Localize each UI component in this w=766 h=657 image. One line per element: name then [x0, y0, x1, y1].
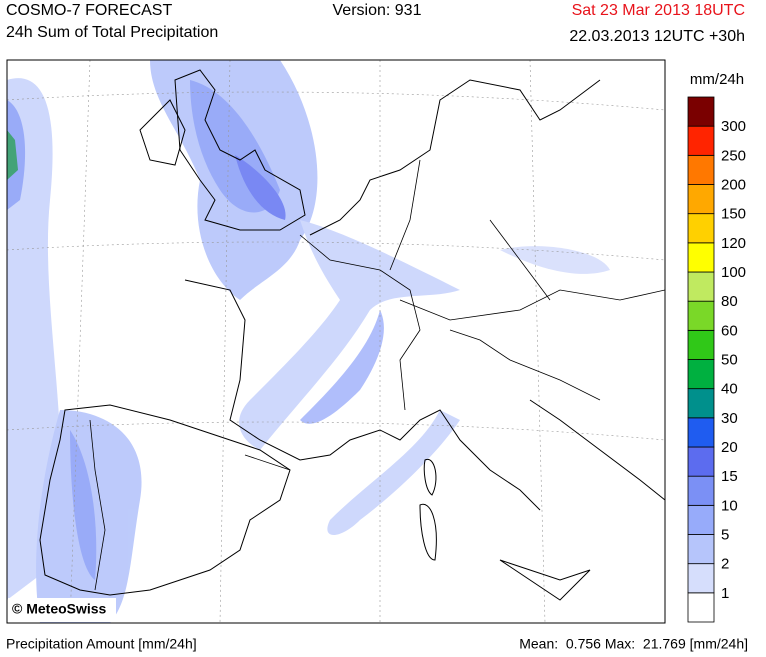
coastlines	[39, 69, 665, 601]
legend-swatch	[687, 96, 715, 127]
legend-swatch	[687, 242, 715, 273]
legend-label: 5	[721, 526, 729, 543]
subtitle: 24h Sum of Total Precipitation	[6, 24, 218, 41]
borders	[89, 159, 665, 591]
footer-stats: Mean: 0.756 Max: 21.769 [mm/24h]	[519, 636, 748, 652]
legend-swatch	[687, 534, 715, 565]
legend-swatch	[687, 504, 715, 535]
legend-label: 120	[721, 235, 746, 252]
legend-label: 10	[721, 497, 738, 514]
legend-swatch	[687, 329, 715, 360]
legend-label: 200	[721, 176, 746, 193]
legend-label: 60	[721, 322, 738, 339]
legend-label: 100	[721, 264, 746, 281]
legend-swatch	[687, 125, 715, 156]
legend-swatch	[687, 592, 715, 623]
version: Version: 931	[333, 2, 422, 19]
map: © MeteoSwiss	[6, 59, 666, 624]
legend-label: 30	[721, 410, 738, 427]
legend-label: 300	[721, 118, 746, 135]
title: COSMO-7 FORECAST	[6, 2, 172, 19]
valid-time: Sat 23 Mar 2013 18UTC	[572, 2, 745, 19]
footer-left: Precipitation Amount [mm/24h]	[6, 636, 197, 652]
graticule	[7, 60, 665, 623]
legend-swatch	[687, 359, 715, 390]
legend: mm/24h 1 2 5 10 15 20 30 40 50 60 80 100 120 150 200 25…	[687, 71, 746, 623]
legend-label: 40	[721, 381, 738, 398]
legend-label: 15	[721, 468, 738, 485]
legend-label: 50	[721, 351, 738, 368]
legend-swatch	[687, 417, 715, 448]
legend-swatch	[687, 184, 715, 215]
legend-swatch	[687, 300, 715, 331]
legend-label: 150	[721, 206, 746, 223]
legend-swatch	[687, 446, 715, 477]
legend-swatch	[687, 388, 715, 419]
legend-unit: mm/24h	[690, 71, 744, 88]
run-time: 22.03.2013 12UTC +30h	[569, 28, 745, 45]
legend-swatch	[687, 475, 715, 506]
legend-label: 250	[721, 147, 746, 164]
credit-box	[8, 598, 116, 622]
legend-swatch	[687, 271, 715, 302]
precipitation	[7, 60, 610, 623]
legend-swatch	[687, 563, 715, 594]
credit: © MeteoSwiss	[12, 601, 107, 617]
legend-label: 20	[721, 439, 738, 456]
legend-swatch	[687, 154, 715, 185]
legend-label: 1	[721, 585, 729, 602]
legend-label: 2	[721, 556, 729, 573]
legend-swatch	[687, 213, 715, 244]
legend-label: 80	[721, 293, 738, 310]
